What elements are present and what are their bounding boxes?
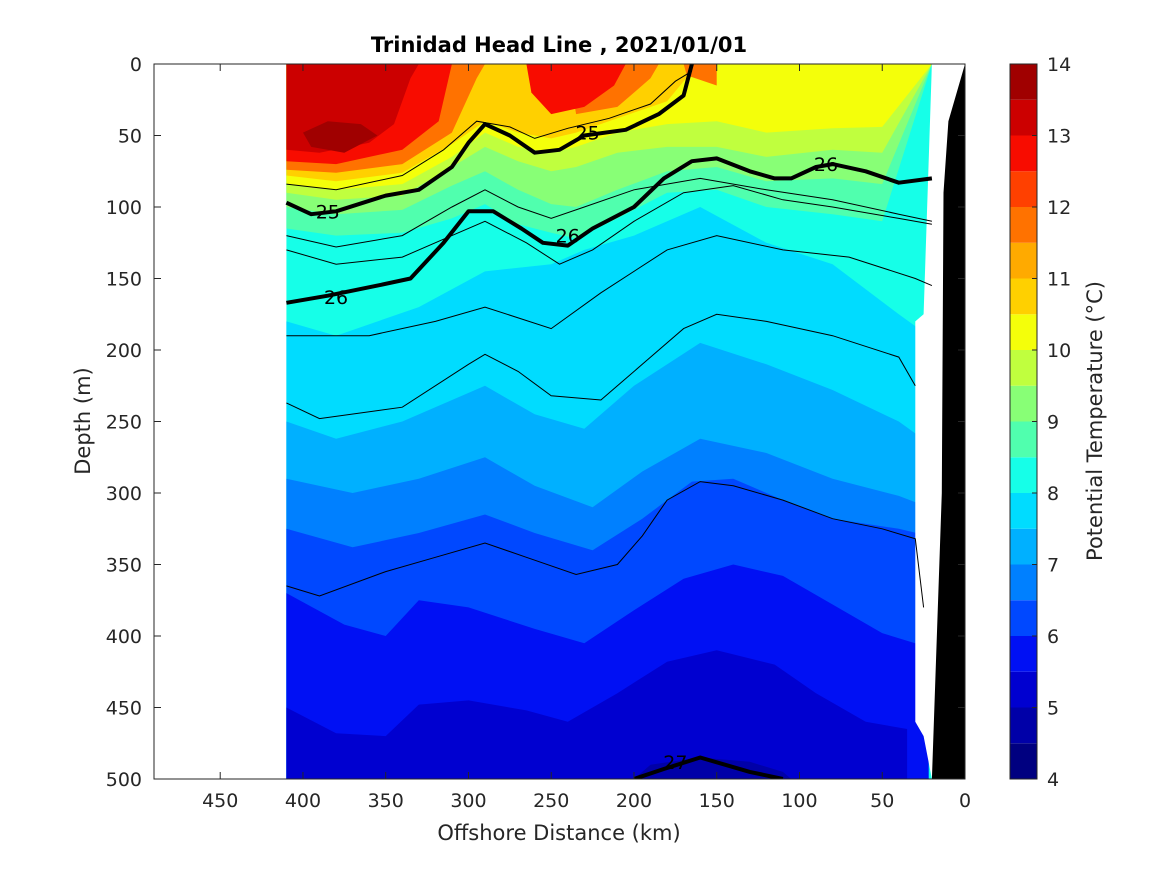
thin-density-contour	[286, 185, 932, 265]
density-contour-26	[286, 156, 933, 305]
contour-label-25: 25	[316, 201, 340, 223]
y-tick-label: 0	[130, 54, 142, 76]
y-tick-label: 450	[106, 698, 142, 720]
colorbar-level	[1010, 493, 1037, 529]
colorbar: 4 5 6 7 8 9 10 11 12 13 14	[1009, 54, 1071, 791]
seafloor-bathymetry	[931, 64, 965, 779]
thin-density-contour	[286, 70, 693, 191]
y-tick-label: 300	[106, 483, 142, 505]
y-tick-label: 100	[106, 197, 142, 219]
colorbar-level	[1010, 528, 1037, 565]
x-tick-label: 0	[959, 790, 971, 812]
colorbar-tick-label: 7	[1047, 555, 1059, 577]
thin-density-contour	[286, 235, 933, 337]
colorbar-tick-label: 4	[1047, 769, 1059, 791]
colorbar-level	[1010, 421, 1037, 458]
colorbar-level	[1010, 278, 1037, 315]
contour-label-26: 26	[814, 154, 838, 176]
colorbar-level	[1010, 242, 1037, 279]
colorbar-level	[1010, 743, 1037, 779]
temperature-fill-layer	[286, 64, 965, 779]
x-tick-label: 350	[368, 790, 404, 812]
x-tick-label: 150	[699, 790, 735, 812]
x-tick-label: 50	[870, 790, 894, 812]
thin-density-contour	[286, 177, 933, 248]
y-tick-label: 350	[106, 555, 142, 577]
colorbar-title: Potential Temperature (°C)	[1083, 281, 1107, 561]
density-contour-layer	[285, 64, 933, 779]
y-tick-label: 500	[106, 769, 142, 791]
colorbar-level	[1010, 171, 1037, 207]
colorbar-level	[1010, 707, 1037, 744]
colorbar-tick-label: 13	[1047, 126, 1071, 148]
colorbar-tick-label: 11	[1047, 269, 1071, 291]
thin-density-contour	[286, 313, 916, 420]
colorbar-tick-label: 5	[1047, 698, 1059, 720]
contour-label-27: 27	[663, 752, 687, 774]
contour-label-layer: 25 26 27 25 26 26	[316, 123, 838, 774]
density-contour-27	[633, 755, 784, 779]
colorbar-level	[1010, 99, 1037, 136]
contour-label-25: 25	[576, 123, 600, 145]
x-tick-label: 300	[450, 790, 486, 812]
colorbar-tick-label: 8	[1047, 483, 1059, 505]
chart-title: Trinidad Head Line , 2021/01/01	[371, 33, 747, 57]
colorbar-level	[1010, 564, 1037, 601]
x-tick-label: 400	[285, 790, 321, 812]
colorbar-tick-label: 10	[1047, 340, 1071, 362]
colorbar-tick-label: 14	[1047, 54, 1071, 76]
y-axis: 0 50 100 150 200 250 300 350 400 450 500	[106, 54, 965, 791]
contour-label-26: 26	[324, 287, 348, 309]
colorbar-level	[1010, 207, 1037, 243]
colorbar-tick-label: 9	[1047, 412, 1059, 434]
x-tick-label: 200	[616, 790, 652, 812]
temperature-band-12.5	[526, 64, 626, 115]
colorbar-level	[1010, 600, 1037, 636]
colorbar-level	[1010, 350, 1037, 386]
x-axis-title: Offshore Distance (km)	[437, 821, 680, 845]
colorbar-tick-label: 12	[1047, 197, 1071, 219]
colorbar-level	[1010, 314, 1037, 350]
y-tick-label: 150	[106, 269, 142, 291]
y-axis-title: Depth (m)	[71, 367, 95, 474]
colorbar-tick-label: 6	[1047, 626, 1059, 648]
density-contour-25	[285, 64, 694, 217]
colorbar-level	[1010, 135, 1037, 172]
y-tick-label: 200	[106, 340, 142, 362]
x-tick-label: 100	[781, 790, 817, 812]
colorbar-level	[1010, 64, 1037, 100]
y-tick-label: 400	[106, 626, 142, 648]
y-tick-label: 250	[106, 412, 142, 434]
colorbar-level	[1010, 385, 1037, 422]
contour-label-26: 26	[556, 226, 580, 248]
temperature-band-13.5	[303, 121, 378, 153]
x-tick-label: 450	[202, 790, 238, 812]
y-tick-label: 50	[118, 126, 142, 148]
colorbar-level	[1010, 457, 1037, 493]
colorbar-level	[1010, 636, 1037, 672]
thin-density-contour	[286, 481, 925, 608]
x-axis: 450 400 350 300 250 200 150 100 50 0	[202, 64, 971, 812]
x-tick-label: 250	[533, 790, 569, 812]
colorbar-level	[1010, 671, 1037, 708]
temperature-band-5	[286, 650, 908, 779]
